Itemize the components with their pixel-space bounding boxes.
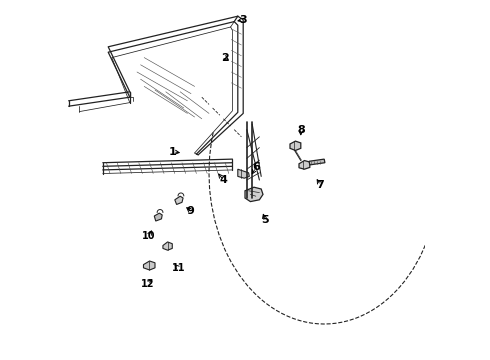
Text: 5: 5 [261,215,269,225]
Polygon shape [175,196,183,204]
Polygon shape [309,159,325,165]
Text: 4: 4 [220,175,227,185]
Text: 7: 7 [317,180,324,190]
Polygon shape [238,169,249,178]
Text: 10: 10 [142,231,156,241]
Text: 8: 8 [297,125,305,135]
Text: 12: 12 [141,279,154,289]
Text: 2: 2 [221,53,229,63]
Text: 11: 11 [172,263,185,273]
Text: 9: 9 [186,206,194,216]
Polygon shape [245,187,263,202]
Polygon shape [290,141,301,150]
Polygon shape [144,261,155,270]
Polygon shape [299,161,310,169]
Text: 1: 1 [169,147,177,157]
Polygon shape [163,242,172,250]
Text: 3: 3 [240,15,247,25]
Text: 6: 6 [252,162,260,172]
Polygon shape [154,213,162,221]
